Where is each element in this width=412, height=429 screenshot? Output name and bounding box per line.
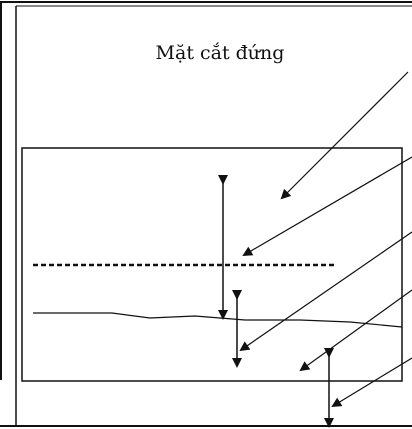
leader-arrow-4: [299, 289, 412, 372]
leader-arrow-3: [239, 231, 412, 352]
leader-arrows: [239, 71, 412, 408]
ground-profile-line: [33, 312, 403, 328]
section-box: [21, 147, 403, 382]
leader-arrow-1: [280, 71, 409, 200]
leader-arrow-5: [331, 357, 412, 408]
leader-arrow-2: [242, 156, 412, 257]
diagram-title: Mặt cắt đứng: [155, 42, 285, 64]
